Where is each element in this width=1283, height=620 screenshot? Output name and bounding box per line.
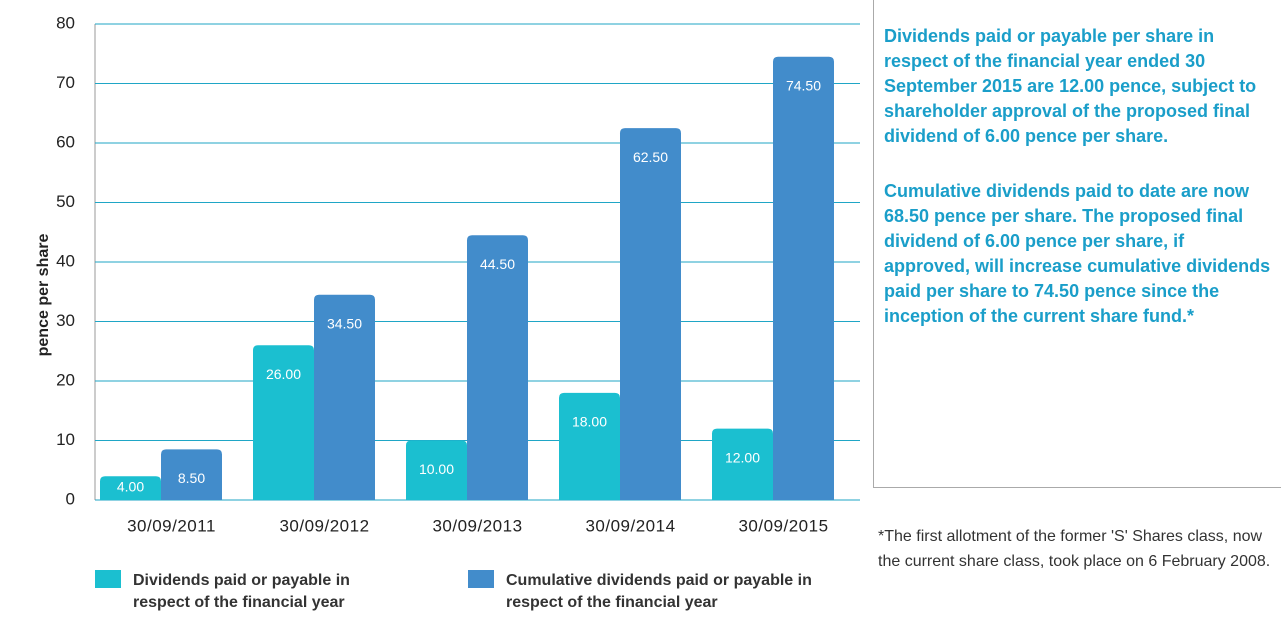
legend-swatch xyxy=(95,570,121,588)
value-label: 4.00 xyxy=(117,479,144,495)
legend-label: Cumulative dividends paid or payable in … xyxy=(506,572,812,611)
y-tick-label: 30 xyxy=(56,311,75,330)
sidebar-paragraph: Cumulative dividends paid to date are no… xyxy=(884,181,1271,326)
bar xyxy=(559,392,620,500)
y-tick-label: 80 xyxy=(56,13,75,32)
value-label: 12.00 xyxy=(725,449,760,465)
y-tick-label: 60 xyxy=(56,132,75,151)
value-label: 8.50 xyxy=(178,470,205,486)
y-tick-label: 10 xyxy=(56,430,75,449)
footnote: *The first allotment of the former 'S' S… xyxy=(878,528,1271,570)
sidebar-box: Dividends paid or payable per share in r… xyxy=(873,0,1281,488)
y-tick-label: 40 xyxy=(56,251,75,270)
sidebar-paragraph: Dividends paid or payable per share in r… xyxy=(884,26,1257,146)
x-tick-label: 30/09/2012 xyxy=(279,516,369,535)
value-label: 10.00 xyxy=(419,461,454,477)
bar xyxy=(467,235,528,500)
value-label: 18.00 xyxy=(572,414,607,430)
y-axis-label: pence per share xyxy=(35,234,52,357)
y-tick-label: 50 xyxy=(56,192,75,211)
y-tick-label: 20 xyxy=(56,370,75,389)
x-tick-label: 30/09/2015 xyxy=(738,516,828,535)
value-label: 74.50 xyxy=(786,77,821,93)
x-tick-label: 30/09/2013 xyxy=(432,516,522,535)
legend-label: Dividends paid or payable in respect of … xyxy=(133,572,350,611)
bar xyxy=(406,440,467,500)
legend-item: Cumulative dividends paid or payable in … xyxy=(468,570,866,614)
legend-swatch xyxy=(468,570,494,588)
bar xyxy=(100,476,161,500)
x-tick-label: 30/09/2014 xyxy=(585,516,675,535)
value-label: 26.00 xyxy=(266,366,301,382)
value-label: 62.50 xyxy=(633,149,668,165)
bar xyxy=(253,345,314,500)
y-tick-label: 0 xyxy=(66,489,75,508)
bar xyxy=(773,56,834,500)
bar xyxy=(314,294,375,500)
x-tick-label: 30/09/2011 xyxy=(127,516,216,535)
value-label: 44.50 xyxy=(480,256,515,272)
bar xyxy=(620,128,681,500)
y-tick-label: 70 xyxy=(56,73,75,92)
bar xyxy=(161,449,222,500)
chart: pence per share 0 10 20 30 40 50 60 70 80 30/09/2… xyxy=(35,13,860,535)
value-label: 34.50 xyxy=(327,315,362,331)
legend-item: Dividends paid or payable in respect of … xyxy=(95,570,383,614)
bar xyxy=(712,428,773,500)
